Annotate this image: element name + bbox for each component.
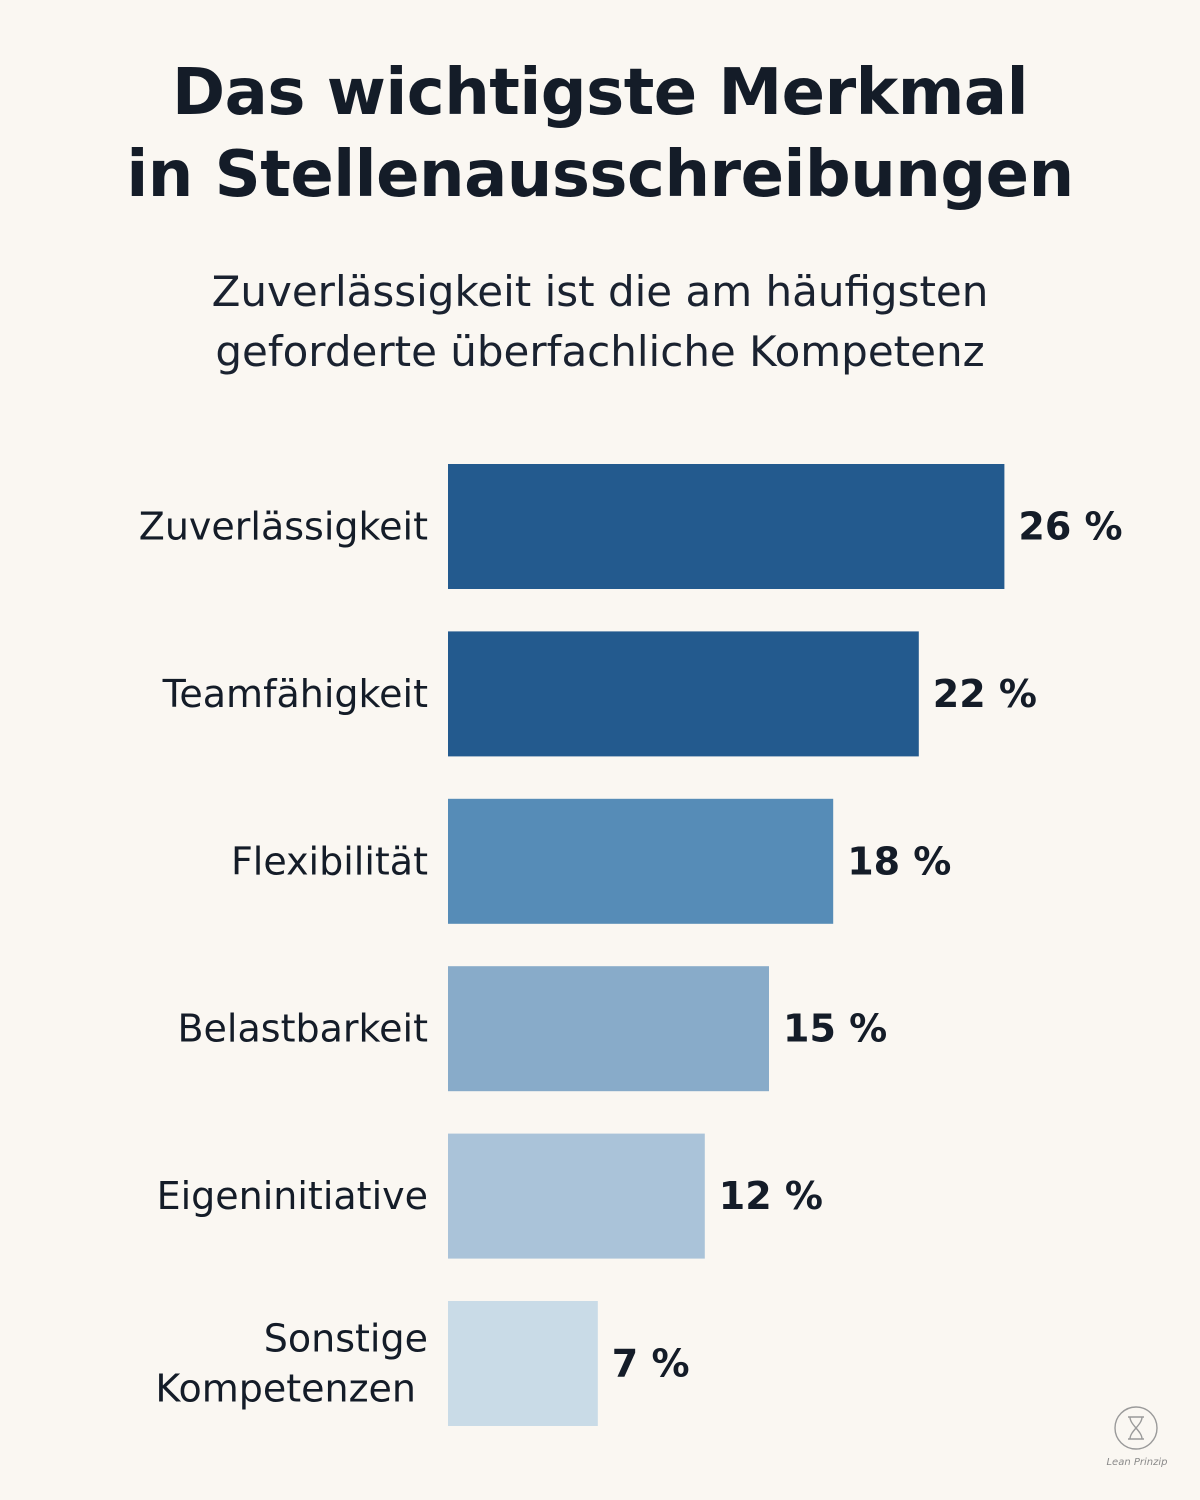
category-label-line: Zuverlässigkeit <box>139 505 428 549</box>
value-label-5: 12 % <box>719 1174 823 1218</box>
category-label-3: Flexibilität <box>231 839 428 883</box>
bar-1 <box>448 464 1005 589</box>
bar-6 <box>448 1301 598 1426</box>
category-label-line: Flexibilität <box>231 839 428 883</box>
category-label-line: Eigeninitiative <box>157 1174 428 1218</box>
value-label-4: 15 % <box>783 1007 887 1051</box>
category-label-2: Teamfähigkeit <box>162 672 428 716</box>
bar-5 <box>448 1133 705 1259</box>
category-label-line: Kompetenzen <box>155 1367 416 1411</box>
category-label-5: Eigeninitiative <box>157 1174 428 1218</box>
category-label-1: Zuverlässigkeit <box>139 505 428 549</box>
title-line-1: Das wichtigste Merkmal <box>172 56 1029 130</box>
subtitle-line-1: Zuverlässigkeit ist die am häufigsten <box>211 267 989 316</box>
title-line-2: in Stellenausschreibungen <box>126 138 1074 212</box>
value-label-2: 22 % <box>933 672 1037 716</box>
bar-2 <box>448 631 919 757</box>
page-subtitle: Zuverlässigkeit ist die am häufigsten ge… <box>0 262 1200 382</box>
category-label-line: Sonstige <box>264 1317 428 1361</box>
bar-3 <box>448 798 834 924</box>
category-label-4: Belastbarkeit <box>177 1007 428 1051</box>
value-label-6: 7 % <box>612 1342 690 1386</box>
category-label-line: Teamfähigkeit <box>162 672 428 716</box>
brand-name: Lean Prinzip <box>1106 1457 1168 1468</box>
brand-logo: Lean Prinzip <box>1097 1405 1177 1475</box>
category-label-6: Sonstige Kompetenzen <box>155 1317 428 1411</box>
value-label-1: 26 % <box>1018 505 1122 549</box>
value-label-3: 18 % <box>847 839 951 883</box>
category-label-line: Belastbarkeit <box>177 1007 428 1051</box>
hourglass-logo-icon <box>1114 1406 1158 1450</box>
subtitle-line-2: geforderte überfachliche Kompetenz <box>215 327 985 376</box>
bar-4 <box>448 966 769 1092</box>
page-title: Das wichtigste Merkmal in Stellenausschr… <box>0 52 1200 216</box>
